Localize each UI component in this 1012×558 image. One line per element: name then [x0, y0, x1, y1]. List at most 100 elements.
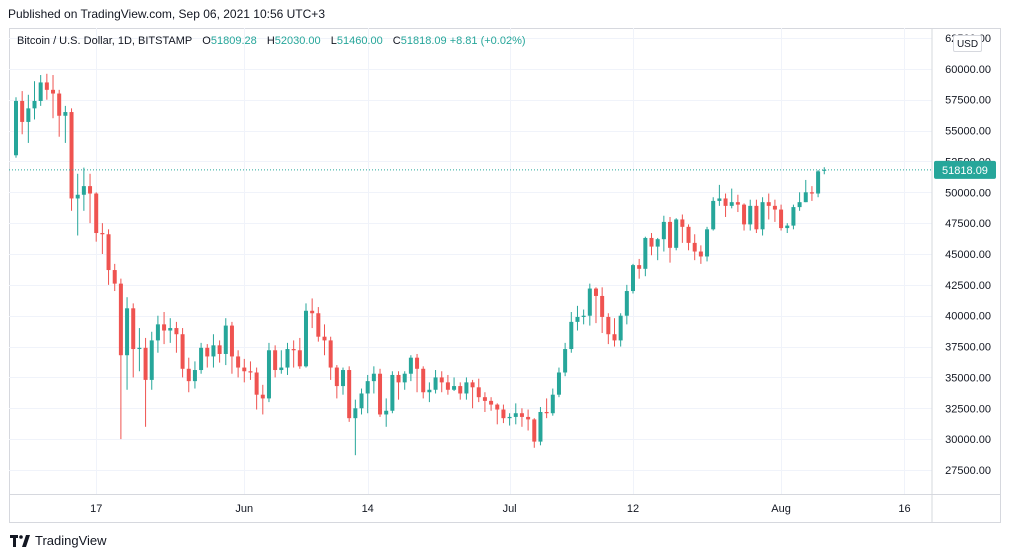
candle	[69, 108, 74, 211]
price-tick-label: 40000.00	[945, 311, 991, 323]
candle	[482, 392, 487, 412]
candle	[396, 371, 401, 400]
candle	[563, 342, 568, 377]
candle	[631, 263, 635, 294]
symbol-title: Bitcoin / U.S. Dollar, 1D, BITSTAMP	[17, 35, 193, 47]
candle-body	[563, 349, 568, 373]
candle-body	[14, 100, 18, 156]
candle-body	[149, 340, 154, 380]
candle-body	[748, 205, 753, 225]
candle	[100, 223, 105, 254]
candle-body	[797, 202, 802, 208]
candle	[291, 340, 296, 368]
candle	[365, 374, 370, 414]
candle	[600, 287, 605, 333]
candle	[748, 199, 753, 231]
last-price-badge	[934, 160, 996, 179]
candle	[81, 167, 86, 211]
candle-body	[38, 82, 43, 101]
currency-button[interactable]: USD	[953, 35, 982, 52]
candle	[729, 188, 734, 209]
candle-body	[390, 374, 395, 411]
candle-body	[199, 347, 204, 371]
candle-body	[112, 270, 117, 284]
candle	[735, 194, 740, 213]
price-tick-label: 32500.00	[945, 403, 991, 415]
candle-body	[322, 336, 327, 341]
candle-body	[668, 221, 673, 248]
candle-body	[600, 295, 605, 317]
candle	[63, 105, 68, 143]
candle-body	[754, 205, 759, 230]
candle-body	[606, 316, 611, 335]
candle-body	[273, 350, 278, 371]
candle	[223, 318, 228, 366]
candle-body	[242, 367, 247, 372]
candle	[470, 379, 475, 409]
low-label: L	[330, 35, 337, 47]
candle-body	[254, 372, 259, 395]
candle	[637, 258, 642, 279]
candle-body	[822, 169, 827, 171]
candle-body	[229, 325, 234, 357]
candle-body	[470, 382, 475, 388]
candle-body	[217, 345, 222, 354]
candle	[618, 313, 623, 347]
candle	[285, 342, 290, 375]
candle-body	[44, 82, 49, 90]
candle-body	[260, 394, 265, 399]
candle-body	[618, 315, 623, 341]
candle-body	[637, 265, 642, 269]
candle-body	[791, 207, 796, 226]
candle-body	[550, 394, 555, 414]
candle-body	[742, 204, 747, 225]
candle	[809, 186, 814, 201]
candle	[550, 388, 555, 416]
candle-body	[131, 308, 136, 350]
candle-body	[692, 242, 697, 252]
candle	[310, 298, 315, 329]
candle	[643, 236, 648, 277]
candle-body	[569, 321, 574, 350]
candle-body	[57, 93, 62, 116]
candle-body	[334, 367, 339, 387]
candle	[26, 94, 31, 143]
candle	[297, 337, 302, 369]
candle-body	[452, 386, 457, 390]
candle-body	[186, 368, 191, 382]
candle-body	[760, 202, 765, 230]
candle	[649, 233, 654, 256]
candle	[316, 307, 321, 342]
candle	[303, 303, 308, 368]
candle	[779, 204, 784, 231]
candle	[766, 193, 771, 220]
candle	[754, 199, 759, 234]
candle	[254, 367, 259, 410]
candle	[75, 173, 80, 236]
candle	[186, 357, 191, 393]
candle	[149, 331, 154, 390]
candle-body	[717, 198, 722, 201]
candle-body	[303, 310, 308, 367]
candle-body	[223, 325, 228, 354]
candle	[822, 167, 827, 175]
candle	[532, 418, 537, 448]
candle	[384, 398, 389, 427]
candle-body	[433, 377, 438, 390]
chart-frame[interactable]	[9, 28, 1001, 523]
candle-body	[427, 389, 432, 393]
candles-layer	[14, 73, 827, 456]
tradingview-logo-icon	[10, 534, 30, 547]
candle-body	[612, 334, 617, 341]
candle-body	[779, 209, 784, 229]
candle	[211, 334, 216, 368]
candle-body	[809, 192, 814, 194]
candle-body	[69, 112, 74, 199]
candle	[785, 223, 790, 234]
candle-body	[458, 386, 463, 394]
candle-body	[803, 192, 808, 203]
candle	[94, 192, 99, 242]
candle-body	[661, 221, 666, 240]
candle-body	[674, 219, 679, 248]
